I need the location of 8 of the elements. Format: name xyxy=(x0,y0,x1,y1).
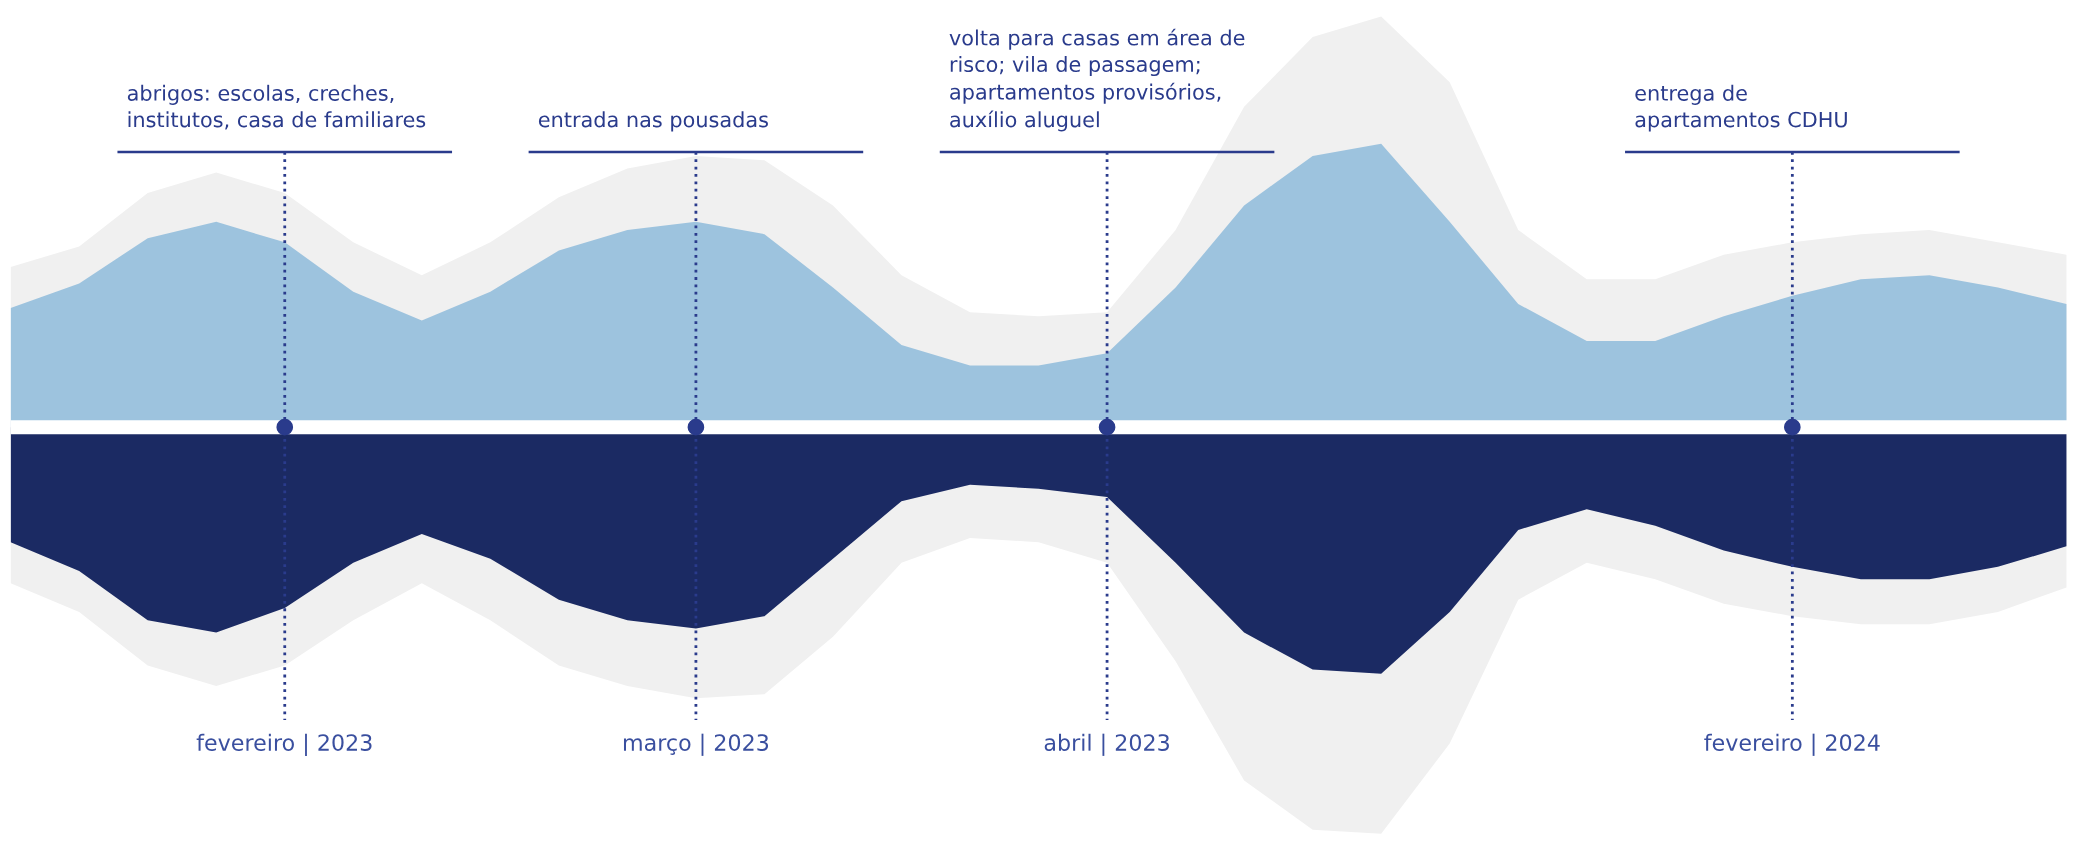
x-tick-label: abril | 2023 xyxy=(1044,733,1169,756)
annotation: entrada nas pousadas xyxy=(538,111,768,132)
annotation: entrega de apartamentos CDHU xyxy=(1635,84,1847,132)
x-tick-label: fevereiro | 2023 xyxy=(196,733,372,756)
x-tick-label: fevereiro | 2024 xyxy=(1704,733,1880,756)
annotation: abrigos: escolas, creches, institutos, casa de familiares xyxy=(127,84,426,130)
annotation: volta para casas em área de risco; vila de passagem; apartamentos provisórios, auxílio aluguel xyxy=(949,28,1245,132)
x-tick-label: março | 2023 xyxy=(623,733,769,756)
